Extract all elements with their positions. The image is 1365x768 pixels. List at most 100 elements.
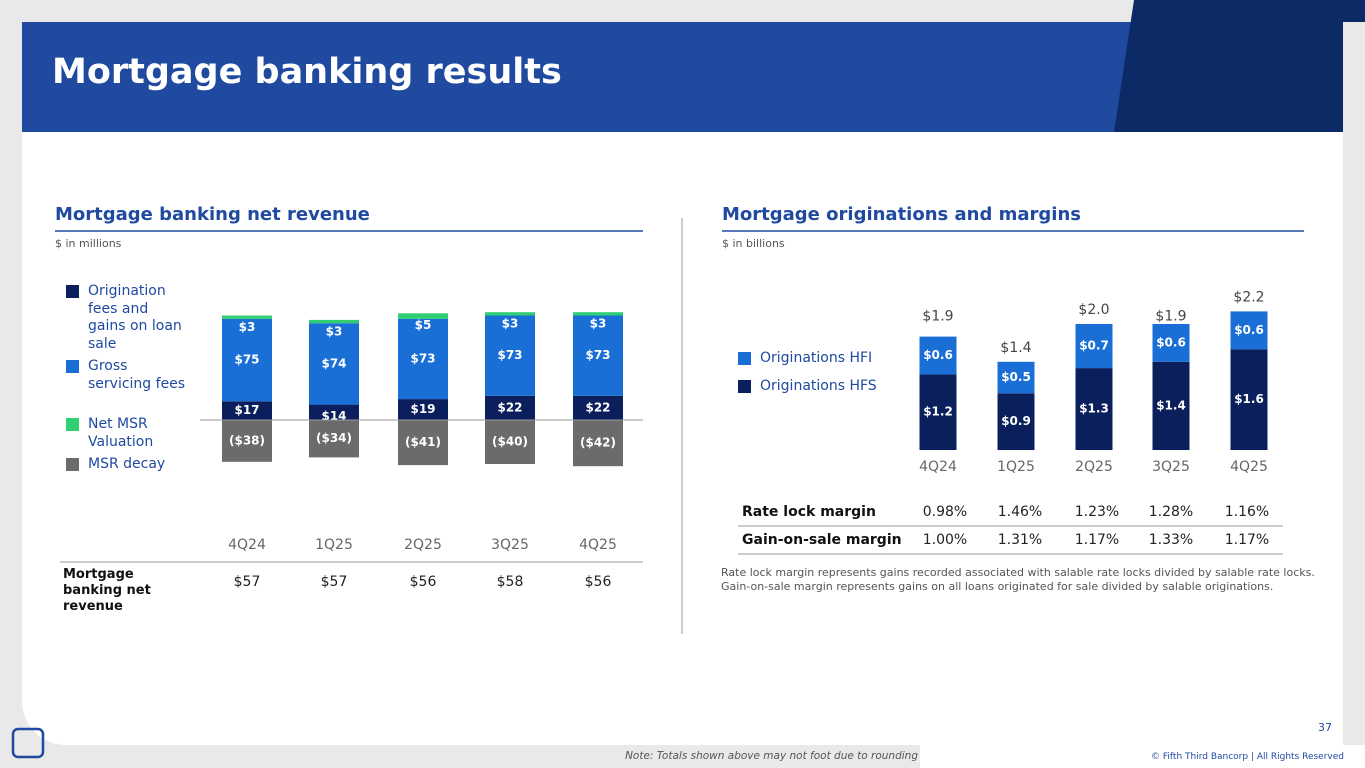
bar-segment (997, 393, 1035, 450)
table-cell: 1.28% (1148, 504, 1194, 520)
legend-swatch (66, 458, 79, 471)
value-label: $73 (410, 351, 435, 365)
bar-segment (1230, 311, 1268, 350)
x-tick-label: 1Q25 (315, 537, 353, 553)
total-label: $1.4 (1000, 340, 1031, 356)
bar-segment (573, 395, 623, 420)
legend-label: Gross servicing fees (88, 358, 186, 392)
value-label: $74 (321, 356, 346, 370)
bar-segment (309, 420, 359, 458)
table-label: Mortgage banking net revenue (63, 567, 151, 614)
bar-segment (398, 420, 448, 466)
value-label: $75 (234, 353, 259, 367)
bar-segment (485, 315, 535, 396)
table-cell: 1.16% (1224, 504, 1270, 520)
total-label: $2.0 (1078, 302, 1109, 318)
table-cell: 1.31% (997, 532, 1043, 548)
bar-segment (997, 361, 1035, 394)
x-tick-label: 4Q24 (919, 459, 957, 475)
bar-segment (222, 420, 272, 462)
value-label: ($41) (405, 435, 441, 449)
value-label: $22 (497, 400, 522, 414)
copyright: © Fifth Third Bancorp | All Rights Reser… (1151, 752, 1344, 762)
bar-segment (1075, 324, 1113, 369)
value-label: $3 (502, 317, 519, 331)
value-label: $17 (234, 403, 259, 417)
x-tick-label: 4Q25 (1230, 459, 1268, 475)
chart-subtitle: $ in millions (55, 237, 122, 250)
value-label: $73 (497, 348, 522, 362)
legend-label: Origination fees and gains on loan sale (88, 283, 182, 352)
value-label: $0.9 (1001, 414, 1031, 428)
value-label: $3 (239, 320, 256, 334)
note: Note: Totals shown above may not foot du… (625, 750, 918, 762)
value-label: ($34) (316, 431, 352, 445)
legend-label: Net MSR Valuation (88, 416, 154, 450)
table-cell: $56 (584, 574, 612, 590)
bar-segment (1075, 368, 1113, 450)
value-label: ($38) (229, 433, 265, 447)
page-number: 37 (1318, 721, 1332, 734)
total-label: $1.9 (922, 308, 953, 324)
bar-segment (398, 399, 448, 420)
table-cell: $57 (320, 574, 348, 590)
bar-segment (573, 315, 623, 396)
bar-segment (398, 313, 448, 319)
bar-segment (485, 395, 535, 420)
legend-swatch (66, 360, 79, 373)
table-cell: 1.17% (1224, 532, 1270, 548)
logo (11, 727, 45, 759)
legend-swatch (66, 285, 79, 298)
x-tick-label: 2Q25 (1075, 459, 1113, 475)
value-label: $0.6 (1156, 335, 1186, 349)
x-tick-label: 4Q25 (579, 537, 617, 553)
bar-segment (919, 374, 957, 450)
x-tick-label: 4Q24 (228, 537, 266, 553)
bar-segment (222, 401, 272, 420)
bar-segment (309, 404, 359, 420)
bar-segment (222, 318, 272, 402)
bar-segment (398, 318, 448, 400)
legend-label: Originations HFS (760, 378, 877, 394)
legend-swatch (66, 418, 79, 431)
bar-segment (485, 312, 535, 316)
table-cell: 0.98% (922, 504, 968, 520)
bar-segment (573, 420, 623, 467)
value-label: $0.6 (1234, 323, 1264, 337)
value-label: ($40) (492, 435, 528, 449)
value-label: $0.6 (923, 348, 953, 362)
value-label: $1.4 (1156, 398, 1186, 412)
bar-segment (1230, 349, 1268, 450)
footer-band (920, 745, 1365, 768)
bar-segment (919, 336, 957, 375)
table-row-label: Gain-on-sale margin (742, 532, 902, 548)
legend-label: MSR decay (88, 456, 166, 472)
value-label: $3 (590, 317, 607, 331)
value-label: $19 (410, 402, 435, 416)
total-label: $2.2 (1233, 289, 1264, 305)
page-title: Mortgage banking results (52, 52, 562, 92)
bar-segment (485, 420, 535, 464)
value-label: $0.7 (1079, 339, 1109, 353)
x-tick-label: 2Q25 (404, 537, 442, 553)
table-cell: 1.17% (1074, 532, 1120, 548)
bar-segment (309, 323, 359, 405)
table-cell: 1.33% (1148, 532, 1194, 548)
value-label: $0.5 (1001, 370, 1031, 384)
bar-segment (309, 319, 359, 324)
x-tick-label: 3Q25 (1152, 459, 1190, 475)
table-cell: 1.46% (997, 504, 1043, 520)
table-cell: 1.23% (1074, 504, 1120, 520)
value-label: ($42) (580, 436, 616, 450)
bar-segment (1152, 361, 1190, 450)
chart-subtitle: $ in billions (722, 237, 785, 250)
table-cell: 1.00% (922, 532, 968, 548)
value-label: $1.2 (923, 405, 953, 419)
footnote: Rate lock margin represents gains record… (721, 566, 1315, 579)
table-cell: $56 (409, 574, 437, 590)
bar-segment (1152, 324, 1190, 362)
x-tick-label: 3Q25 (491, 537, 529, 553)
value-label: $73 (585, 348, 610, 362)
